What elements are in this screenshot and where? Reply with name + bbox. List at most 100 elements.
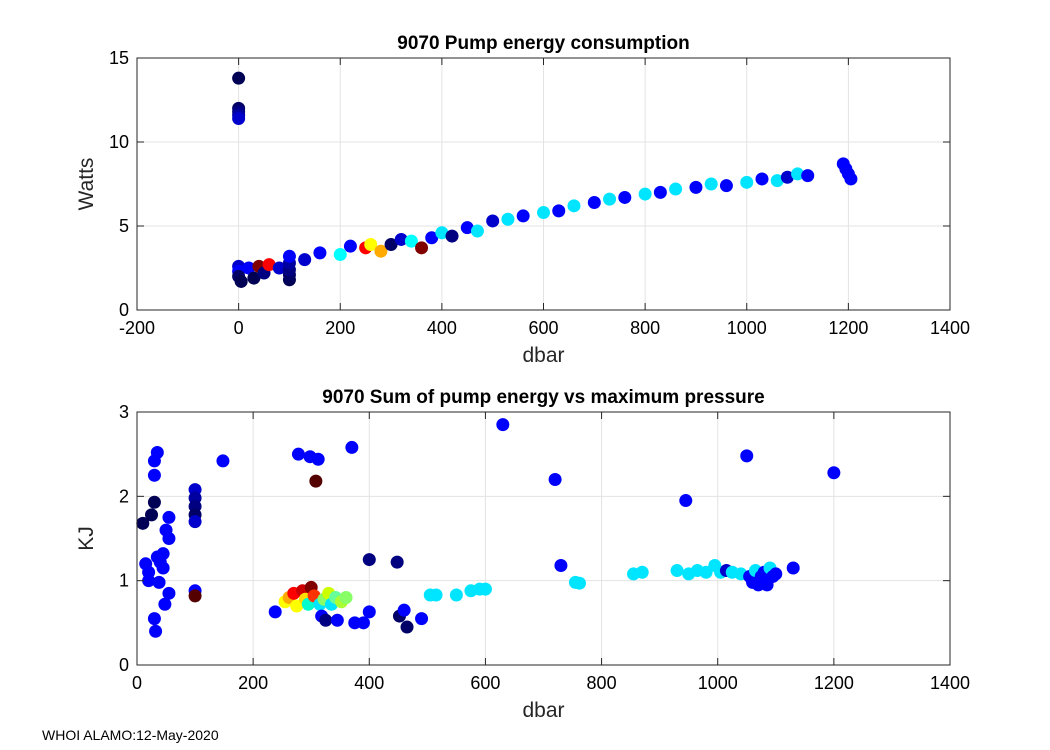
chart2-data-point — [397, 603, 411, 617]
chart1-data-point — [374, 244, 388, 258]
chart1-x-tick-label: -200 — [119, 318, 155, 338]
chart2-data-point — [670, 564, 684, 578]
chart2-data-point — [319, 613, 333, 627]
chart2-y-tick-label: 0 — [119, 655, 129, 675]
chart2-y-tick-label: 2 — [119, 486, 129, 506]
chart2-data-point — [786, 561, 800, 575]
chart2-data-point — [362, 553, 376, 567]
chart1-data-point — [232, 71, 246, 85]
chart2-data-point — [478, 582, 492, 596]
chart2-data-point — [188, 515, 202, 529]
chart2-axes-frame — [136, 411, 951, 666]
chart1-data-point — [719, 179, 733, 193]
chart2-data-point — [162, 586, 176, 600]
chart2-data-point — [156, 547, 170, 561]
chart2-y-tick-label: 3 — [119, 402, 129, 422]
chart1-data-point — [404, 234, 418, 248]
chart2-y-tick-label: 1 — [119, 571, 129, 591]
chart1-data-point — [755, 172, 769, 186]
chart1-data-point — [801, 169, 815, 183]
chart2-data-point — [309, 474, 323, 488]
chart1-data-point — [262, 258, 276, 272]
chart2-data-point — [429, 588, 443, 602]
chart1-data-point — [567, 199, 581, 213]
chart1-data-point — [343, 239, 357, 253]
chart1-data-point — [460, 221, 474, 235]
chart1-data-point — [425, 231, 439, 245]
chart2-data-point — [311, 452, 325, 466]
chart2-data-point — [400, 620, 414, 634]
chart1-x-tick-label: 800 — [630, 318, 660, 338]
chart1-x-tick-label: 200 — [325, 318, 355, 338]
chart2-x-tick-label: 800 — [587, 673, 617, 693]
chart2-data-point — [679, 494, 693, 508]
chart1-data-point — [669, 182, 683, 196]
chart2-data-point — [390, 555, 404, 569]
chart2-data-point — [145, 508, 159, 522]
chart2-data-point — [496, 418, 510, 432]
chart1-x-tick-label: 1200 — [828, 318, 868, 338]
chart2-data-point — [330, 613, 344, 627]
chart1-data-point — [313, 246, 327, 260]
chart2-data-point — [769, 567, 783, 581]
chart1-data-point — [445, 229, 459, 243]
chart1-data-point — [740, 175, 754, 189]
chart1-data-point — [603, 192, 617, 206]
chart1-data-point — [272, 261, 286, 275]
chart2-x-tick-label: 200 — [238, 673, 268, 693]
chart1-x-axis-label: dbar — [522, 344, 564, 367]
chart2-x-tick-label: 0 — [132, 673, 142, 693]
chart1-data-point — [242, 261, 256, 275]
chart1-data-point — [415, 241, 429, 255]
chart2-data-point — [548, 472, 562, 486]
chart1-data-point — [704, 177, 718, 191]
chart1-y-tick-label: 5 — [119, 216, 129, 236]
chart2-x-tick-label: 1400 — [930, 673, 970, 693]
chart2-data-point — [415, 612, 429, 626]
chart2-title: 9070 Sum of pump energy vs maximum press… — [322, 387, 764, 408]
chart1-data-point — [298, 253, 312, 267]
chart2-data-point — [152, 575, 166, 589]
chart2-x-tick-label: 1200 — [814, 673, 854, 693]
chart2-data-point — [136, 516, 150, 530]
chart1-data-point — [689, 180, 703, 194]
chart1-data-point — [282, 249, 296, 263]
chart2-data-point — [147, 612, 161, 626]
chart1-x-tick-label: 0 — [234, 318, 244, 338]
chart1-data-point — [780, 170, 794, 184]
chart1-x-tick-label: 600 — [528, 318, 558, 338]
chart1-data-point — [791, 167, 805, 181]
chart1-data-point — [470, 224, 484, 238]
chart2-x-tick-label: 600 — [470, 673, 500, 693]
chart1-data-point — [234, 274, 248, 288]
chart2-x-axis-label: dbar — [522, 699, 564, 722]
chart2-data-point — [150, 445, 164, 459]
chart2-x-tick-label: 1000 — [698, 673, 738, 693]
chart2-data-point — [142, 574, 156, 588]
chart2-data-point — [149, 624, 163, 638]
chart1-data-point — [618, 190, 632, 204]
chart1-data-point — [435, 226, 449, 240]
chart1-data-point — [247, 271, 261, 285]
chart2-data-point — [449, 588, 463, 602]
chart1-data-point — [364, 237, 378, 251]
chart2-data-point — [554, 558, 568, 572]
chart1-data-point — [770, 174, 784, 188]
chart1-data-point — [537, 206, 550, 220]
chart1-y-tick-label: 10 — [109, 132, 129, 152]
chart1-data-point — [394, 232, 408, 246]
chart1-x-tick-label: 1400 — [930, 318, 970, 338]
chart2-data-point — [162, 510, 176, 524]
chart2-data-point — [147, 495, 161, 509]
chart2-plot-area — [137, 412, 950, 665]
chart2-data-point — [156, 561, 170, 575]
chart2-data-point — [827, 466, 841, 480]
chart2-data-point — [158, 597, 172, 611]
chart1-data-point — [587, 195, 601, 209]
chart2-data-point — [147, 468, 161, 482]
chart2-data-point — [162, 532, 176, 545]
chart2-x-tick-label: 400 — [354, 673, 384, 693]
chart1-title: 9070 Pump energy consumption — [397, 33, 689, 54]
chart1-data-point — [501, 212, 515, 226]
chart1-x-tick-label: 400 — [427, 318, 457, 338]
